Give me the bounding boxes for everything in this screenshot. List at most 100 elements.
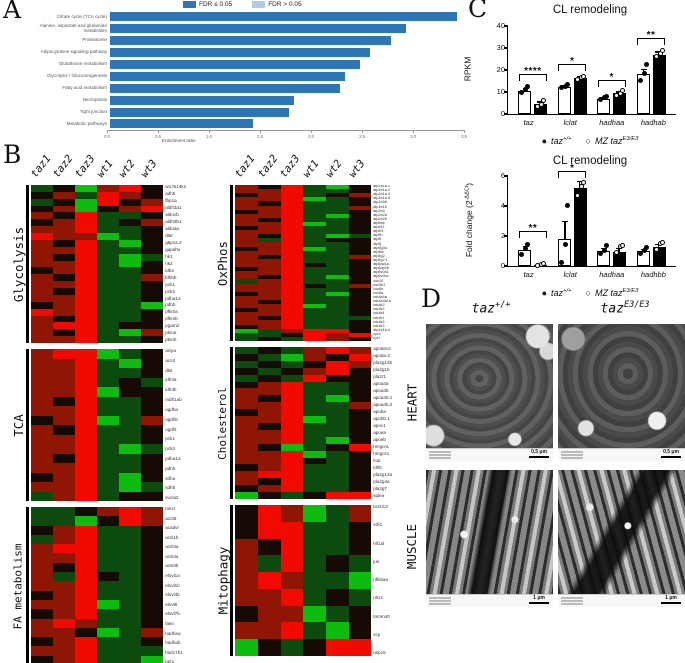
heatmap-cell — [280, 381, 304, 389]
heatmap-cell — [119, 396, 142, 406]
enrichment-category-label: Citrate cycle (TCA cycle) — [56, 13, 107, 19]
heatmap-cell — [119, 267, 142, 275]
heatmap-cell — [31, 637, 54, 647]
gene-label: apoa4b — [373, 388, 389, 394]
heatmap-cell — [97, 260, 120, 268]
chart2-legend: ● taz+/+ ○ MZ tazE3/E3 — [495, 288, 685, 298]
significance-stars: ** — [646, 29, 656, 41]
heatmap-cell — [31, 308, 54, 316]
heatmap-cell — [97, 233, 120, 240]
data-point — [541, 261, 547, 267]
x-tick-label: 0.5 — [155, 133, 161, 139]
heatmap-cell — [31, 387, 54, 397]
enrichment-bar-row: Proteasome — [30, 35, 480, 47]
heatmap-cell — [325, 409, 349, 417]
heatmap-cell — [348, 347, 372, 354]
heatmap-cell — [97, 377, 120, 387]
heatmap-cell — [325, 279, 349, 284]
heatmap-cell — [75, 260, 98, 268]
heatmap-cell — [257, 263, 281, 268]
heatmap-cell — [53, 288, 76, 295]
wildtype-bar — [597, 94, 611, 114]
heatmap-cell — [141, 267, 164, 275]
y-tick-label: 6 — [491, 171, 505, 180]
heatmap-cell — [53, 562, 76, 573]
y-tick — [503, 235, 508, 237]
gene-label: apoea — [373, 430, 386, 436]
data-point — [641, 247, 647, 253]
heatmap-cell — [97, 491, 120, 501]
gene-label: ldhbb — [165, 274, 177, 280]
heatmap-cell — [75, 336, 98, 343]
heatmap-column-header: taz1 — [28, 152, 54, 180]
heatmap-cell — [235, 291, 258, 296]
heatmap-cell — [348, 381, 372, 389]
heatmap-cell — [325, 485, 349, 493]
gene-label: apoba — [373, 409, 386, 415]
y-tick — [503, 265, 508, 267]
heatmap-cell — [280, 443, 304, 451]
heatmap-cell — [141, 507, 164, 517]
enrichment-bar — [110, 83, 340, 93]
heatmap-cell — [235, 381, 258, 389]
heatmap-cell — [348, 295, 372, 300]
enrichment-bar-row: Citrate cycle (TCA cycle) — [30, 11, 480, 23]
heatmap-cell — [257, 555, 281, 573]
rpkm-plot-area: 010203040******** — [497, 21, 676, 118]
heatmap-cell — [280, 409, 304, 417]
heatmap-cell — [97, 482, 120, 492]
gene-label: cox6b — [373, 286, 384, 291]
muscle-label: MUSCLE — [404, 523, 420, 569]
heatmap-cell — [325, 258, 349, 263]
heatmap-cell — [97, 253, 120, 261]
heatmap-cell — [280, 450, 304, 458]
heatmap-cell — [31, 425, 54, 435]
heatmap-cell — [75, 281, 98, 289]
heatmap-cell — [119, 253, 142, 261]
scale-bar: 1 μm — [529, 595, 549, 604]
heatmap-grid — [235, 505, 372, 656]
heatmap-cell — [348, 605, 372, 623]
heatmap-cell — [280, 279, 304, 284]
heatmap-cell — [348, 450, 372, 458]
heatmap-cell — [303, 209, 326, 214]
heatmap-cell — [97, 274, 120, 282]
gene-label: g6pca.2 — [165, 239, 182, 245]
heatmap-cell — [97, 425, 120, 435]
rpkm-x-labels: taz lclat hadhaa hadhab — [507, 118, 675, 127]
heatmap-cell — [75, 322, 98, 330]
heatmap-cell — [97, 239, 120, 247]
panel-a-legend: FDR ≤ 0.05 FDR > 0.05 — [183, 1, 302, 8]
data-point — [602, 247, 608, 253]
heatmap-cell — [257, 279, 281, 284]
heatmap-cell — [303, 312, 326, 317]
heatmap-cell — [119, 219, 142, 227]
heatmap-cell — [235, 332, 258, 337]
heatmap-cell — [119, 415, 142, 425]
heatmap-section-tca: TCA aclya aco2 dlst idh3a idh3b mdh1ab ogdha ogd… — [11, 349, 201, 501]
heatmap-cell — [75, 329, 98, 337]
heatmap-cell — [97, 590, 120, 600]
heatmap-cell — [280, 221, 304, 227]
gene-label: apobb.1 — [373, 416, 390, 422]
heatmap-cell — [97, 308, 120, 316]
heatmap-cell — [97, 246, 120, 254]
heatmap-cell — [348, 457, 372, 465]
mutant-bar — [573, 179, 587, 266]
heatmap-cell — [235, 402, 258, 410]
data-point — [558, 85, 564, 91]
heatmap-cell — [303, 279, 326, 284]
heatmap-cell — [75, 590, 98, 600]
heatmap-grid — [31, 507, 164, 663]
heatmap-cell — [141, 434, 164, 444]
heatmap-cell — [280, 353, 304, 361]
heatmap-cell — [31, 274, 54, 282]
heatmap-cell — [97, 294, 120, 302]
data-point — [604, 243, 610, 248]
heatmap-cell — [303, 238, 326, 243]
heatmap-cell — [235, 395, 258, 403]
x-category-label: hadhaa — [599, 270, 625, 279]
heatmap-cell — [119, 191, 142, 199]
heatmap-cell — [257, 295, 281, 300]
heatmap-cell — [119, 205, 142, 213]
